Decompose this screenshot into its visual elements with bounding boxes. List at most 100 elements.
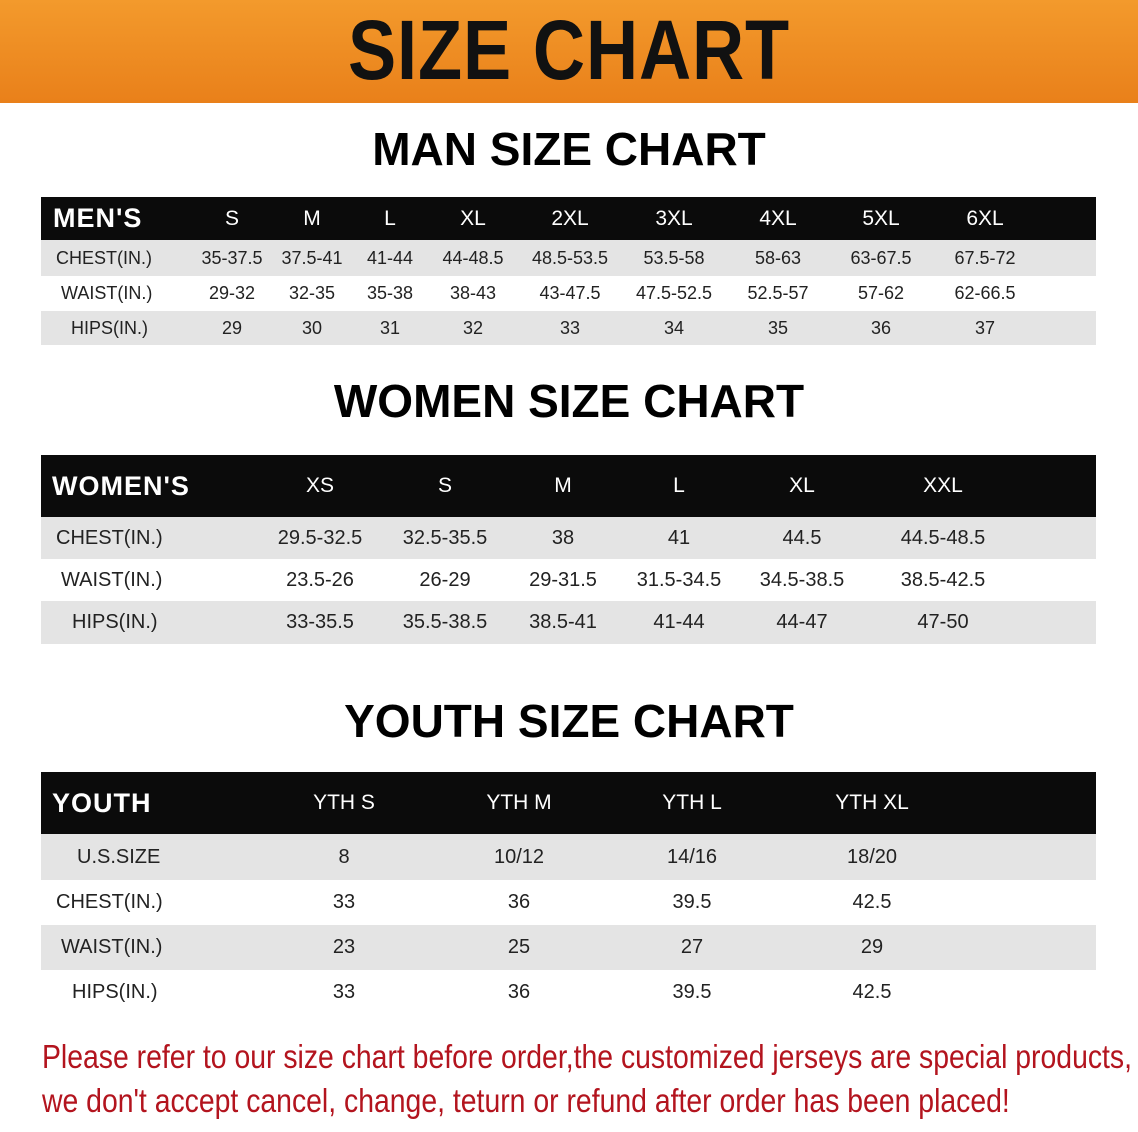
measurement-cell: 37 — [974, 317, 996, 338]
measurement-cell: 36 — [507, 981, 531, 1003]
size-header: 6XL — [966, 206, 1004, 230]
youth-row: HIPS(IN.) 33 36 39.5 42.5 — [41, 970, 1096, 1015]
measurement-cell: 47.5-52.5 — [635, 283, 713, 303]
men-row: WAIST(IN.) 29-32 32-35 35-38 38-43 43-47.5 47.… — [41, 276, 1096, 311]
size-header: XXL — [923, 474, 963, 497]
size-header: XL — [789, 474, 815, 497]
size-header: 3XL — [655, 206, 693, 230]
measurement-cell: 33 — [332, 981, 356, 1003]
measurement-cell: 29 — [221, 317, 243, 338]
men-header-row: MEN'S S M L XL 2XL 3XL 4XL 5XL 6XL — [41, 197, 1096, 240]
measurement-cell: 41 — [667, 526, 691, 549]
measurement-cell: 48.5-53.5 — [531, 247, 609, 268]
measurement-cell: 35-37.5 — [201, 247, 263, 268]
size-header: M — [303, 206, 321, 230]
youth-row: WAIST(IN.) 23 25 27 29 — [41, 925, 1096, 970]
men-row: HIPS(IN.) 29 30 31 32 33 34 35 36 37 — [41, 311, 1096, 345]
youth-header-row: YOUTH YTH S YTH M YTH L YTH XL — [41, 772, 1096, 834]
youth-row: CHEST(IN.) 33 36 39.5 42.5 — [41, 880, 1096, 925]
measurement-cell: 44.5 — [782, 526, 822, 549]
youth-size-table: YOUTH YTH S YTH M YTH L YTH XL U.S.SIZE 8 10/12… — [41, 772, 1096, 1015]
measurement-cell: 23 — [332, 936, 356, 958]
measurement-cell: 33-35.5 — [286, 611, 354, 633]
measurement-cell: 29-31.5 — [529, 568, 597, 591]
size-header: L — [384, 206, 396, 230]
size-header: S — [437, 474, 453, 497]
measurement-cell: 34.5-38.5 — [759, 568, 845, 591]
measurement-cell: 14/16 — [666, 845, 718, 868]
measurement-cell: 31 — [379, 317, 401, 338]
measurement-cell: 36 — [507, 891, 531, 913]
measurement-cell: 33 — [559, 317, 581, 338]
measurement-cell: 32 — [462, 317, 484, 338]
measurement-cell: 67.5-72 — [954, 247, 1016, 268]
measurement-cell: 44-47 — [776, 611, 828, 633]
measurement-cell: 63-67.5 — [850, 247, 912, 268]
row-label: HIPS(IN.) — [71, 317, 149, 338]
measurement-cell: 39.5 — [672, 891, 712, 913]
row-label: HIPS(IN.) — [72, 611, 158, 633]
measurement-cell: 31.5-34.5 — [636, 568, 722, 591]
banner-title: SIZE CHART — [347, 3, 791, 97]
measurement-cell: 35 — [767, 317, 789, 338]
measurement-cell: 30 — [301, 317, 323, 338]
row-label: CHEST(IN.) — [56, 247, 152, 268]
measurement-cell: 8 — [338, 845, 350, 868]
men-size-table: MEN'S S M L XL 2XL 3XL 4XL 5XL 6XL CHEST(IN.) 35-37… — [41, 197, 1096, 345]
youth-header-label: YOUTH — [52, 787, 152, 818]
measurement-cell: 23.5-26 — [286, 568, 354, 591]
women-section-title: WOMEN SIZE CHART — [333, 375, 805, 427]
measurement-cell: 43-47.5 — [539, 283, 601, 303]
measurement-cell: 33 — [332, 891, 356, 913]
row-label: WAIST(IN.) — [61, 283, 153, 303]
men-section-title: MAN SIZE CHART — [372, 123, 766, 175]
size-header: 2XL — [551, 206, 589, 230]
row-label: CHEST(IN.) — [56, 891, 163, 913]
size-header: M — [554, 474, 572, 497]
measurement-cell: 53.5-58 — [643, 247, 705, 268]
measurement-cell: 44.5-48.5 — [900, 526, 986, 549]
row-label: HIPS(IN.) — [72, 981, 158, 1003]
measurement-cell: 35.5-38.5 — [402, 611, 488, 633]
youth-section-title: YOUTH SIZE CHART — [344, 695, 794, 747]
measurement-cell: 32-35 — [288, 283, 336, 303]
measurement-cell: 37.5-41 — [281, 247, 343, 268]
measurement-cell: 32.5-35.5 — [402, 526, 488, 549]
row-label: WAIST(IN.) — [61, 936, 163, 958]
measurement-cell: 57-62 — [857, 283, 905, 303]
measurement-cell: 44-48.5 — [442, 247, 504, 268]
measurement-cell: 41-44 — [653, 611, 705, 633]
women-size-table: WOMEN'S XS S M L XL XXL CHEST(IN.) 29.5-32.5 32.5… — [41, 455, 1096, 644]
row-label: WAIST(IN.) — [61, 568, 163, 591]
measurement-cell: 18/20 — [846, 845, 898, 868]
women-header-label: WOMEN'S — [52, 470, 190, 501]
measurement-cell: 41-44 — [366, 247, 414, 268]
women-row: WAIST(IN.) 23.5-26 26-29 29-31.5 31.5-34.5 34… — [41, 559, 1096, 601]
measurement-cell: 10/12 — [493, 845, 545, 868]
youth-row: U.S.SIZE 8 10/12 14/16 18/20 — [41, 834, 1096, 880]
men-row: CHEST(IN.) 35-37.5 37.5-41 41-44 44-48.5 48.5… — [41, 240, 1096, 276]
size-header: YTH XL — [835, 791, 909, 814]
measurement-cell: 25 — [507, 936, 531, 958]
measurement-cell: 62-66.5 — [954, 283, 1016, 303]
size-header: YTH M — [486, 791, 552, 814]
measurement-cell: 58-63 — [754, 247, 802, 268]
row-label: U.S.SIZE — [77, 845, 161, 868]
size-header: XS — [305, 474, 335, 497]
measurement-cell: 39.5 — [672, 981, 712, 1003]
measurement-cell: 29-32 — [208, 283, 256, 303]
size-header: 4XL — [759, 206, 797, 230]
measurement-cell: 34 — [663, 317, 685, 338]
measurement-cell: 42.5 — [852, 891, 892, 913]
women-row: HIPS(IN.) 33-35.5 35.5-38.5 38.5-41 41-44 44-… — [41, 601, 1096, 644]
size-header: YTH S — [313, 791, 375, 814]
size-header: S — [224, 206, 240, 230]
row-label: CHEST(IN.) — [56, 526, 163, 549]
size-header: L — [673, 474, 685, 497]
measurement-cell: 27 — [680, 936, 704, 958]
men-header-label: MEN'S — [53, 203, 143, 233]
banner: SIZE CHART — [0, 0, 1138, 103]
note-line-2: we don't accept cancel, change, teturn o… — [42, 1082, 1010, 1119]
measurement-cell: 29 — [860, 936, 884, 958]
measurement-cell: 52.5-57 — [747, 283, 809, 303]
